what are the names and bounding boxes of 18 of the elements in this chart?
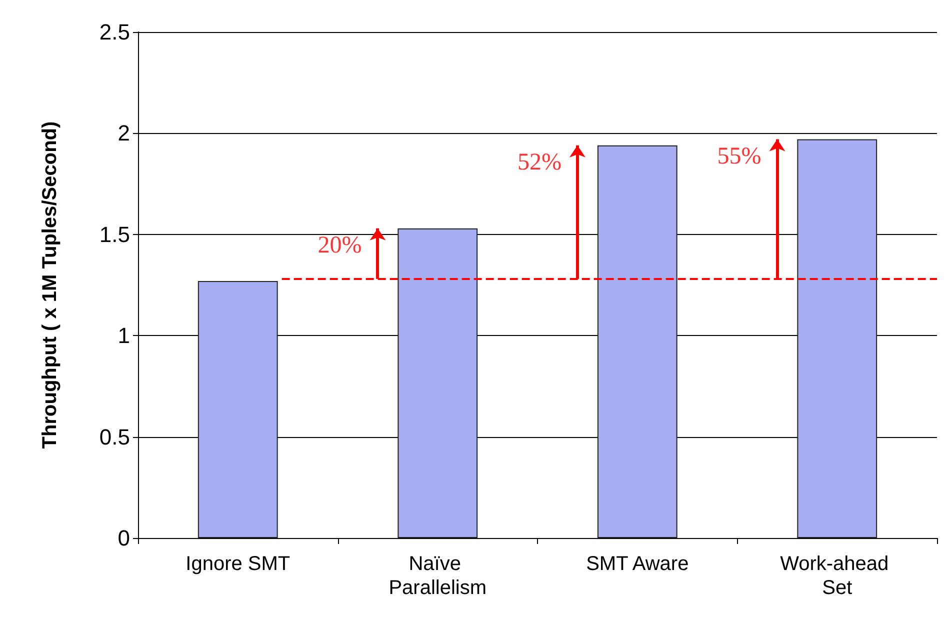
annotation: 52%	[517, 149, 562, 176]
bar	[797, 139, 878, 538]
y-tick-label: 2.5	[99, 20, 130, 44]
y-tick-label: 2	[118, 120, 130, 146]
y-tick-label: 1	[118, 323, 130, 348]
bar	[198, 280, 278, 538]
y-tick-label: 1.5	[99, 222, 130, 247]
annotation: 55%	[717, 143, 762, 170]
bar	[398, 228, 478, 538]
y-tick-label: 0.5	[99, 424, 130, 450]
x-tick-label: Naïve Parallelism	[388, 553, 487, 599]
x-tick-label: SMT Aware	[586, 553, 689, 575]
x-tick-label: Work-ahead Set	[780, 553, 894, 599]
y-tick-label: 0	[118, 526, 130, 550]
y-axis-title: Throughput ( x 1M Tuples/Second)	[39, 121, 61, 449]
x-tick-label: Ignore SMT	[186, 553, 290, 575]
bar	[597, 145, 678, 538]
annotation: 20%	[318, 232, 362, 258]
